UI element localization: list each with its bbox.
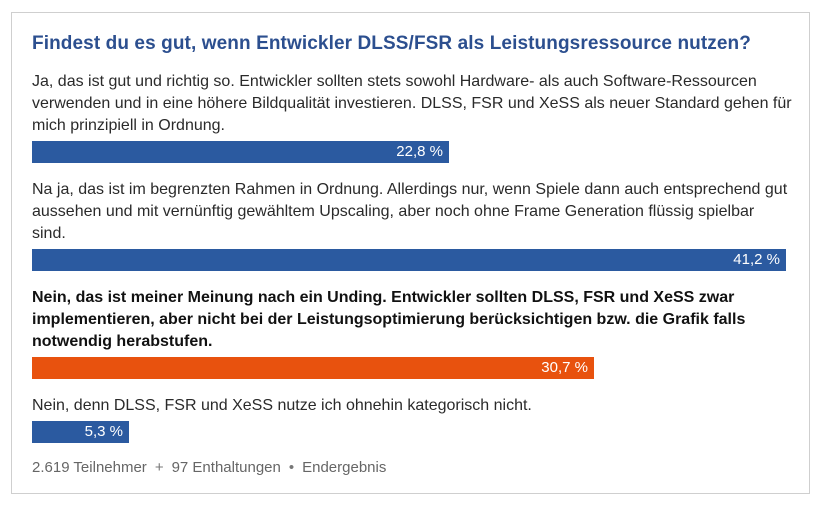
percent-label: 5,3 % bbox=[84, 423, 123, 440]
answer-text: Na ja, das ist im begrenzten Rahmen in O… bbox=[32, 181, 788, 242]
participant-count: 2.619 Teilnehmer bbox=[32, 459, 147, 476]
plus-separator: + bbox=[154, 459, 164, 476]
result-bar: 41,2 % bbox=[32, 249, 786, 271]
result-bar: 5,3 % bbox=[32, 421, 129, 443]
dot-separator: • bbox=[288, 459, 295, 476]
answer-text: Nein, denn DLSS, FSR und XeSS nutze ich … bbox=[32, 397, 532, 414]
result-bar-track: 30,7 % bbox=[32, 357, 786, 379]
poll-footer: 2.619 Teilnehmer +97 Enthaltungen • Enderge… bbox=[32, 459, 386, 476]
poll-status: Endergebnis bbox=[302, 459, 387, 476]
poll-answer-1: Ja, das ist gut und richtig so. Entwickl… bbox=[32, 71, 792, 163]
result-bar-track: 41,2 % bbox=[32, 249, 786, 271]
result-bar: 30,7 % bbox=[32, 357, 594, 379]
poll-answer-4: Nein, denn DLSS, FSR und XeSS nutze ich … bbox=[32, 395, 792, 443]
result-bar-track: 22,8 % bbox=[32, 141, 786, 163]
percent-label: 41,2 % bbox=[733, 251, 780, 268]
answer-text: Ja, das ist gut und richtig so. Entwickl… bbox=[32, 73, 792, 134]
abstention-count: 97 Enthaltungen bbox=[171, 459, 281, 476]
poll-answer-2: Na ja, das ist im begrenzten Rahmen in O… bbox=[32, 179, 792, 271]
result-bar-track: 5,3 % bbox=[32, 421, 786, 443]
poll-question: Findest du es gut, wenn Entwickler DLSS/… bbox=[32, 33, 751, 54]
poll-card: Findest du es gut, wenn Entwickler DLSS/… bbox=[11, 12, 810, 494]
percent-label: 22,8 % bbox=[396, 143, 443, 160]
result-bar: 22,8 % bbox=[32, 141, 449, 163]
percent-label: 30,7 % bbox=[541, 359, 588, 376]
answer-text: Nein, das ist meiner Meinung nach ein Un… bbox=[32, 289, 746, 350]
poll-answer-3-selected: Nein, das ist meiner Meinung nach ein Un… bbox=[32, 287, 792, 379]
